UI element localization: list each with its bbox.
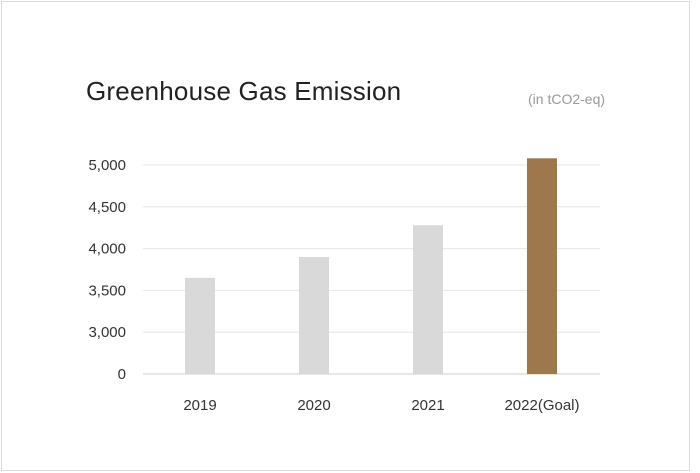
y-tick-label: 5,000 [88, 157, 126, 174]
y-tick-label: 4,000 [88, 241, 126, 258]
x-tick-label: 2021 [411, 397, 444, 414]
y-tick-label: 0 [118, 366, 126, 383]
x-tick-label: 2020 [297, 397, 330, 414]
bar [413, 225, 443, 374]
x-tick-label: 2019 [183, 397, 216, 414]
bar-goal [527, 158, 557, 374]
y-tick-label: 3,000 [88, 324, 126, 341]
unit-label: (in tCO2-eq) [528, 91, 606, 107]
y-tick-label: 3,500 [88, 282, 126, 299]
bar [299, 256, 329, 374]
bar [185, 277, 215, 374]
x-tick-label: 2022(Goal) [504, 397, 579, 414]
chart-card: Greenhouse Gas Emission (in tCO2-eq) [1, 1, 690, 471]
chart-title: Greenhouse Gas Emission [86, 76, 402, 106]
y-tick-label: 4,500 [88, 199, 126, 216]
